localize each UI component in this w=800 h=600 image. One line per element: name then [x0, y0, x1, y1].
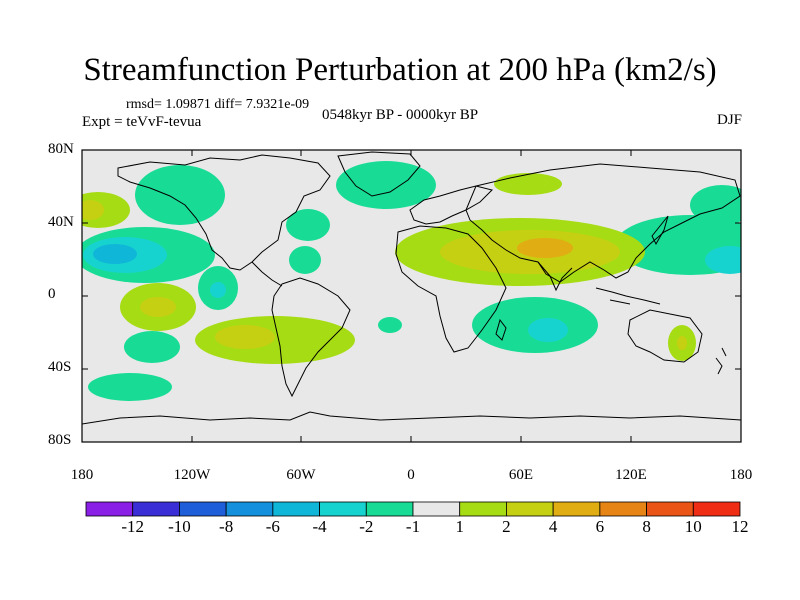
lat-label-0: 0: [48, 286, 56, 302]
lat-label-40s: 40S: [48, 359, 72, 375]
map-title: Streamfunction Perturbation at 200 hPa (…: [83, 52, 717, 88]
anomaly-neg-satlantic: [378, 317, 402, 333]
coast-japan: [651, 215, 669, 246]
contour-field: [82, 151, 741, 425]
colorbar-cell: [179, 501, 227, 517]
coast-india: [537, 261, 573, 292]
lon-label-180w: 180: [70, 467, 94, 483]
colorbar-cell: [459, 501, 507, 517]
coastlines: [82, 151, 741, 425]
colorbar-label: 12: [731, 517, 749, 536]
colorbar-label: -1: [405, 517, 421, 536]
coast-madagascar: [495, 318, 507, 341]
anomaly-neg-natlantic-center: [286, 209, 330, 241]
anomaly-pos-north-africa: [494, 173, 562, 195]
lon-label-180e: 180: [729, 467, 753, 483]
anomaly-neg-npacific: [135, 165, 225, 225]
anomaly-pos-south-pacific-inner: [215, 325, 275, 349]
axis-ticks: [82, 149, 741, 443]
colorbar-cell: [646, 501, 694, 517]
coast-asia: [465, 163, 741, 283]
colorbar-cell: [552, 501, 601, 517]
colorbar-cell: [225, 501, 274, 517]
colorbar-label: 8: [642, 517, 651, 536]
colorbar: [85, 501, 741, 517]
anomaly-pos-npacific-edge-inner: [82, 200, 104, 220]
colorbar-label: -2: [359, 517, 374, 536]
season-label: DJF: [716, 112, 742, 128]
anomaly-pos-asia-belt-core: [517, 238, 573, 258]
colorbar-label: 6: [595, 517, 605, 536]
colorbar-cell: [506, 501, 554, 517]
colorbar-cell: [132, 501, 180, 517]
anomaly-neg-caribbean: [289, 246, 321, 274]
colorbar-cell: [692, 501, 741, 517]
colorbar-cell: [365, 501, 414, 517]
anomaly-neg-indian-ocean-inner: [528, 318, 568, 342]
coast-greenland: [337, 151, 421, 197]
coast-europe: [409, 185, 493, 225]
colorbar-cell: [85, 501, 134, 517]
colorbar-label: -4: [312, 517, 327, 536]
experiment-label: Expt = teVvF-tevua: [82, 114, 202, 130]
colorbar-label: -6: [265, 517, 280, 536]
coast-indonesia: [595, 287, 661, 305]
lon-label-0: 0: [407, 467, 415, 483]
colorbar-label: -8: [219, 517, 234, 536]
colorbar-label: -10: [168, 517, 191, 536]
anomaly-neg-nwatlantic: [336, 161, 436, 209]
anomaly-neg-wpacific-north-inner: [705, 246, 741, 274]
rmsd-diff-stats: rmsd= 1.09871 diff= 7.9321e-09: [126, 97, 310, 112]
colorbar-label: 2: [502, 517, 511, 536]
lon-label-60e: 60E: [508, 467, 534, 483]
anomaly-neg-npacific-east: [690, 185, 741, 225]
anomaly-neg-spacific-mid: [124, 331, 180, 363]
anomaly-neg-epacific-equator-inner: [210, 282, 226, 298]
anomaly-pos-tropical-pacific-inner: [140, 297, 176, 317]
colorbar-label: 10: [684, 517, 702, 536]
coast-africa: [395, 225, 507, 353]
coast-new-zealand: [715, 347, 727, 375]
coast-antarctica: [82, 411, 741, 425]
anomaly-pos-australia-inner: [677, 336, 687, 350]
colorbar-cell: [412, 501, 461, 517]
coast-north-america: [117, 154, 331, 271]
colorbar-label: 4: [548, 517, 558, 536]
lat-label-80n: 80N: [48, 141, 74, 157]
coast-australia: [627, 309, 703, 363]
lon-label-60w: 60W: [286, 467, 316, 483]
coast-central-america: [251, 261, 283, 287]
colorbar-cell: [319, 501, 367, 517]
lon-label-120w: 120W: [173, 467, 211, 483]
colorbar-cell: [272, 501, 320, 517]
anomaly-neg-epacific-core: [93, 244, 137, 264]
lat-label-80s: 80S: [48, 432, 72, 448]
coast-south-america: [271, 277, 351, 398]
lat-label-40n: 40N: [48, 214, 74, 230]
colorbar-cell: [599, 501, 647, 517]
colorbar-label: -12: [121, 517, 145, 536]
colorbar-label: 1: [455, 517, 464, 536]
period-label: 0548kyr BP - 0000kyr BP: [322, 107, 479, 123]
anomaly-neg-spacific-south: [88, 373, 172, 401]
lon-label-120e: 120E: [615, 467, 647, 483]
